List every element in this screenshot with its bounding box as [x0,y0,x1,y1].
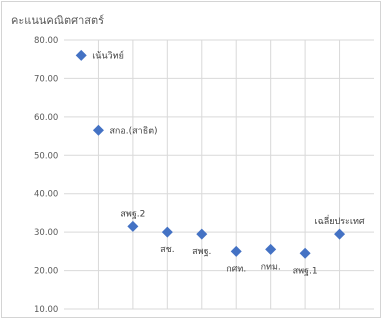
data-point-label: สพฐ.1 [293,266,318,276]
data-point-label: สพฐ.2 [120,209,145,219]
data-point-marker [265,243,277,255]
data-points: เน้นวิทย์สกอ.(สาธิต) สพฐ.2 สช. สพฐ. กศท. กทม.… [75,49,365,276]
y-tick-label: 20.00 [34,267,58,277]
scatter-chart: คะแนนคณิตศาสตร์ 10.00 20.00 30.00 40.00 50.0… [11,14,374,315]
y-axis-ticks: 10.00 20.00 30.00 40.00 50.00 60.00 70.00 80.00 [34,36,58,315]
data-point-marker [92,124,104,136]
y-tick-label: 60.00 [34,113,58,123]
y-tick-label: 40.00 [34,190,58,200]
y-tick-label: 30.00 [34,228,58,238]
y-tick-label: 80.00 [34,36,58,46]
y-tick-label: 50.00 [34,151,58,161]
grid-layer [64,39,374,310]
data-point-label: สช. [160,245,174,255]
data-point-marker [196,228,208,240]
y-tick-label: 10.00 [34,305,58,315]
data-point-marker [127,220,139,232]
data-point-label: เน้นวิทย์ [92,49,124,61]
chart-title: คะแนนคณิตศาสตร์ [11,14,104,27]
data-point-label: กศท. [226,264,246,274]
data-point-label: เฉลี่ยประเทศ [315,214,365,227]
chart-frame: คะแนนคณิตศาสตร์ 10.00 20.00 30.00 40.00 50.0… [1,1,381,318]
data-point-marker [161,226,173,238]
data-point-marker [75,49,87,61]
data-point-marker [334,228,346,240]
data-point-marker [299,247,311,259]
data-point-label: สกอ.(สาธิต) [109,125,157,136]
data-point-label: กทม. [261,262,281,272]
data-point-label: สพฐ. [192,247,211,257]
data-point-marker [230,245,242,257]
y-tick-label: 70.00 [34,74,58,84]
